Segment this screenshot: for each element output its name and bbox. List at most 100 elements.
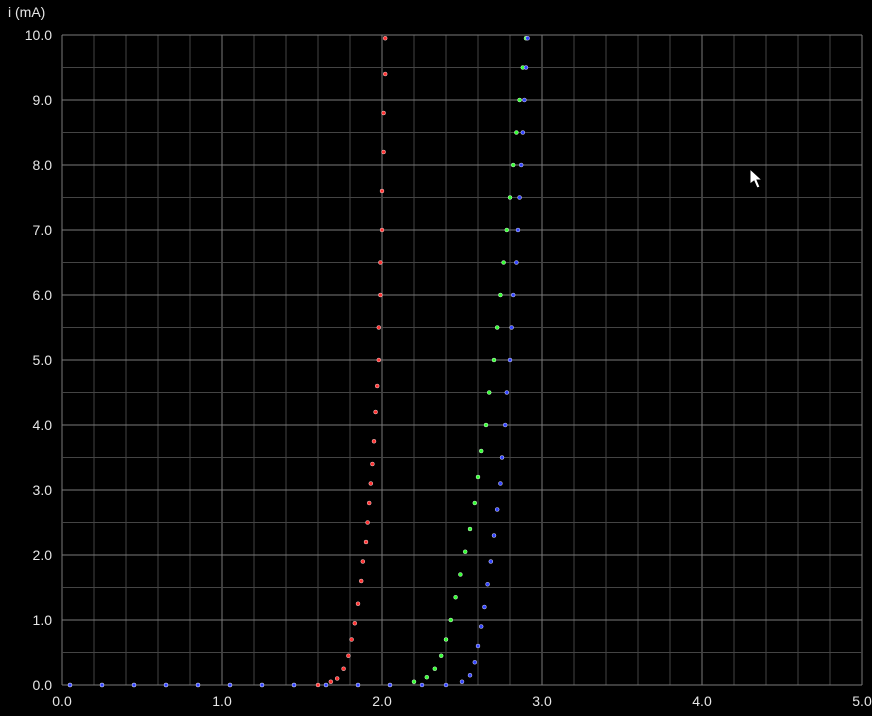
data-point — [507, 357, 513, 363]
data-point — [522, 97, 527, 103]
chart-grid — [61, 34, 863, 686]
data-point — [411, 679, 417, 684]
y-tick-label: 3.0 — [33, 482, 53, 498]
y-tick-label: 9.0 — [33, 92, 53, 108]
data-point — [504, 227, 509, 233]
data-point — [472, 500, 477, 506]
data-point — [515, 227, 521, 233]
data-point — [371, 439, 377, 444]
data-point — [383, 36, 388, 41]
data-point — [376, 325, 381, 330]
data-point — [195, 682, 201, 688]
data-point — [511, 292, 516, 298]
data-point — [501, 260, 506, 265]
data-point — [495, 507, 500, 512]
data-point — [360, 559, 365, 564]
data-point — [259, 682, 265, 688]
data-point — [491, 533, 497, 538]
data-point — [341, 666, 346, 671]
y-tick-label: 10.0 — [25, 27, 52, 43]
data-point — [458, 572, 463, 577]
data-point — [378, 292, 383, 298]
data-point — [467, 673, 473, 678]
y-tick-label: 2.0 — [33, 547, 53, 563]
data-point — [482, 604, 487, 610]
data-point — [520, 130, 525, 135]
data-point — [315, 682, 321, 688]
data-point — [523, 65, 529, 70]
data-point — [375, 383, 380, 389]
data-point — [507, 195, 513, 200]
data-point — [488, 559, 493, 564]
data-point — [379, 227, 385, 233]
x-tick-label: 2.0 — [372, 693, 392, 709]
data-point — [509, 325, 514, 330]
data-point — [487, 390, 492, 395]
y-tick-label: 6.0 — [33, 287, 53, 303]
data-point — [511, 162, 516, 168]
data-point — [381, 149, 386, 155]
data-point — [519, 162, 524, 168]
data-point — [453, 595, 458, 600]
y-tick-label: 4.0 — [33, 417, 53, 433]
data-point — [503, 422, 508, 428]
data-point — [463, 549, 468, 554]
data-point — [227, 682, 233, 688]
data-point — [131, 682, 137, 688]
y-axis-label: i (mA) — [8, 4, 45, 20]
data-point — [517, 97, 522, 103]
data-point — [352, 621, 357, 626]
x-tick-label: 5.0 — [852, 693, 872, 709]
data-point — [475, 474, 481, 480]
x-tick-label: 3.0 — [532, 693, 552, 709]
y-tick-label: 5.0 — [33, 352, 53, 368]
x-tick-label: 4.0 — [692, 693, 712, 709]
data-point — [376, 357, 381, 363]
data-point — [323, 682, 329, 688]
data-point — [163, 682, 169, 688]
data-point — [381, 110, 386, 116]
data-point — [504, 390, 509, 395]
data-point — [495, 325, 500, 330]
data-point — [368, 481, 373, 486]
data-point — [459, 679, 465, 684]
data-point — [67, 682, 73, 688]
data-point — [472, 660, 477, 665]
data-point — [378, 260, 383, 265]
data-point — [99, 682, 105, 688]
data-point — [475, 643, 481, 649]
data-point — [387, 682, 393, 688]
data-point — [291, 682, 297, 688]
data-point — [373, 409, 378, 415]
data-point — [499, 455, 505, 460]
data-point — [517, 195, 522, 200]
y-tick-label: 0.0 — [33, 677, 53, 693]
data-point — [365, 520, 370, 525]
data-point — [335, 676, 340, 681]
data-point — [349, 637, 354, 642]
mouse-cursor-icon — [749, 167, 764, 189]
data-point — [483, 422, 489, 428]
data-point — [419, 682, 425, 688]
data-point — [424, 675, 429, 680]
data-point — [370, 461, 375, 467]
data-point — [479, 624, 484, 629]
series-2 — [67, 36, 530, 688]
data-point — [379, 188, 385, 194]
data-point — [498, 481, 503, 486]
data-point — [479, 448, 484, 454]
data-point — [439, 653, 444, 658]
data-point — [367, 500, 372, 506]
data-point — [432, 666, 437, 671]
data-point — [498, 292, 503, 298]
data-point — [328, 679, 333, 684]
y-tick-label: 7.0 — [33, 222, 53, 238]
data-point — [491, 357, 497, 363]
y-tick-label: 8.0 — [33, 157, 53, 173]
data-point — [514, 130, 519, 135]
data-point — [363, 539, 369, 545]
chart-series — [67, 36, 530, 688]
x-tick-label: 1.0 — [212, 693, 232, 709]
